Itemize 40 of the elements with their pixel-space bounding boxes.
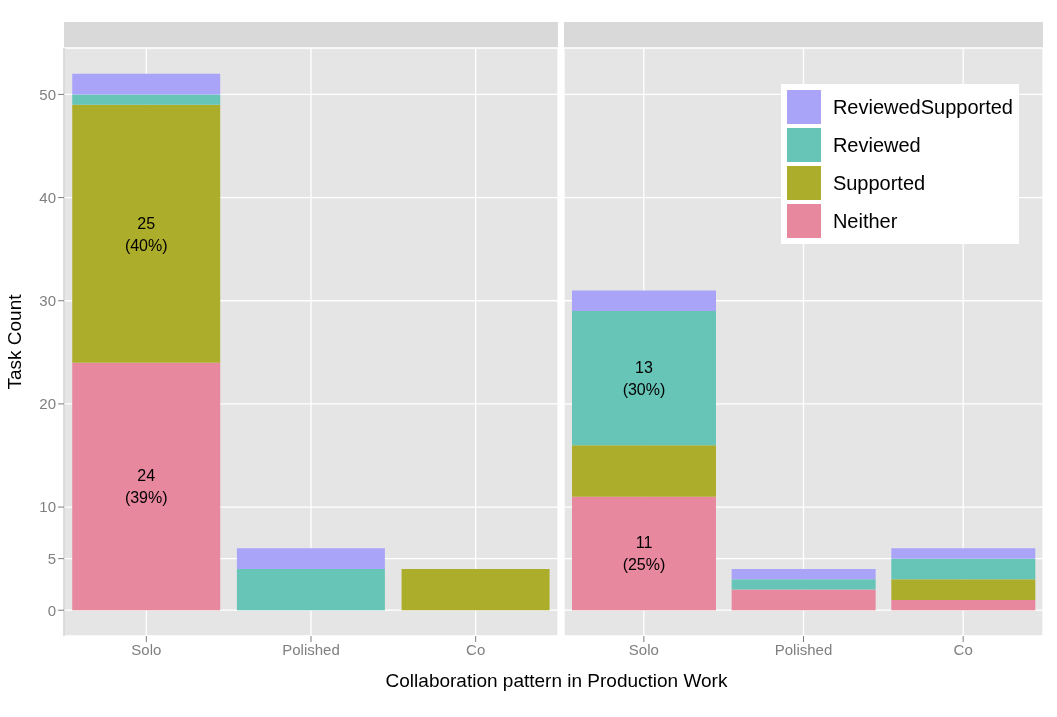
y-tick-label: 40 xyxy=(39,188,56,206)
bar xyxy=(571,311,716,446)
bar xyxy=(571,290,716,312)
data-label: 11 (25%) xyxy=(622,534,666,574)
bar xyxy=(236,548,385,569)
x-tick-label: Polished xyxy=(282,640,340,658)
bar xyxy=(891,558,1036,580)
bar xyxy=(72,73,221,95)
bar xyxy=(236,568,385,611)
bar xyxy=(571,496,716,611)
y-tick-label: 5 xyxy=(47,549,56,567)
bar xyxy=(891,599,1036,611)
legend-label: ReviewedSupported xyxy=(832,95,1013,119)
x-axis-title: Collaboration pattern in Production Work xyxy=(384,670,729,692)
bar xyxy=(731,568,876,580)
bar xyxy=(891,548,1036,559)
y-tick-label: 10 xyxy=(39,498,56,516)
x-tick-label: Solo xyxy=(628,640,659,658)
y-tick-label: 20 xyxy=(39,395,56,413)
bar xyxy=(731,579,876,590)
y-tick-label: 0 xyxy=(47,601,56,619)
bar xyxy=(72,362,221,611)
legend-label: Neither xyxy=(832,209,898,233)
legend-label: Supported xyxy=(832,171,926,195)
y-tick-label: 30 xyxy=(39,292,56,310)
legend-label: Reviewed xyxy=(832,133,921,157)
data-label: 25 (40%) xyxy=(124,214,168,254)
bar xyxy=(731,589,876,611)
x-tick-label: Solo xyxy=(131,640,162,658)
bar xyxy=(401,568,550,611)
x-tick-label: Co xyxy=(953,640,973,658)
x-tick-label: Co xyxy=(466,640,486,658)
bar xyxy=(72,94,221,105)
data-label: 13 (30%) xyxy=(622,359,666,399)
data-label: 24 (39%) xyxy=(124,467,168,507)
bar xyxy=(891,579,1036,600)
bar xyxy=(72,104,221,363)
x-tick-label: Polished xyxy=(774,640,833,658)
y-tick-label: 50 xyxy=(39,85,56,103)
bar xyxy=(571,445,716,497)
